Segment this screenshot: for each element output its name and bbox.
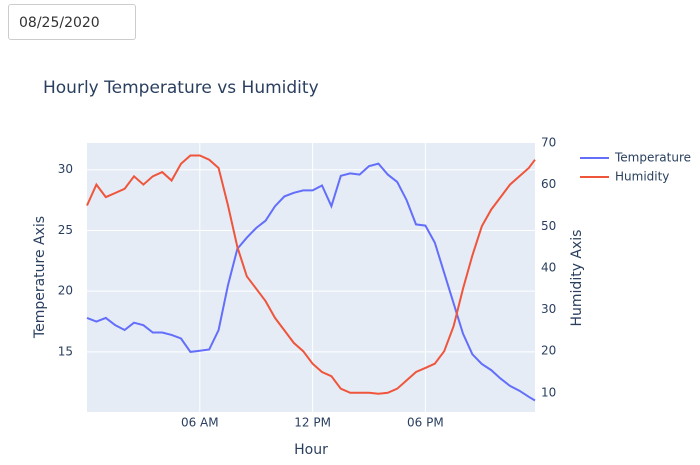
y-tick-label: 20 bbox=[58, 284, 73, 298]
y-axis-label: Temperature Axis bbox=[32, 216, 48, 339]
date-input[interactable]: 08/25/2020 bbox=[8, 4, 136, 40]
series-line bbox=[86, 162, 536, 402]
x-tick-label: 06 PM bbox=[407, 416, 444, 430]
y-tick-label: 25 bbox=[58, 223, 73, 237]
chart-title: Hourly Temperature vs Humidity bbox=[43, 78, 319, 98]
legend-label: Humidity bbox=[615, 170, 669, 184]
y2-tick-label: 20 bbox=[541, 344, 556, 358]
x-tick-label: 06 AM bbox=[181, 416, 219, 430]
y2-tick-label: 10 bbox=[541, 385, 556, 399]
x-tick-label: 12 PM bbox=[294, 416, 331, 430]
y2-tick-label: 50 bbox=[541, 219, 556, 233]
x-axis-label: Hour bbox=[294, 442, 328, 458]
y2-tick-label: 40 bbox=[541, 260, 556, 274]
series-line bbox=[86, 154, 536, 395]
plot-area bbox=[87, 143, 535, 412]
legend-label: Temperature bbox=[614, 151, 691, 165]
y2-axis-label: Humidity Axis bbox=[569, 230, 585, 327]
y2-tick-label: 30 bbox=[541, 302, 556, 316]
y-tick-label: 30 bbox=[58, 162, 73, 176]
y-tick-label: 15 bbox=[58, 344, 73, 358]
y2-tick-label: 60 bbox=[541, 177, 556, 191]
y2-tick-label: 70 bbox=[541, 136, 556, 150]
